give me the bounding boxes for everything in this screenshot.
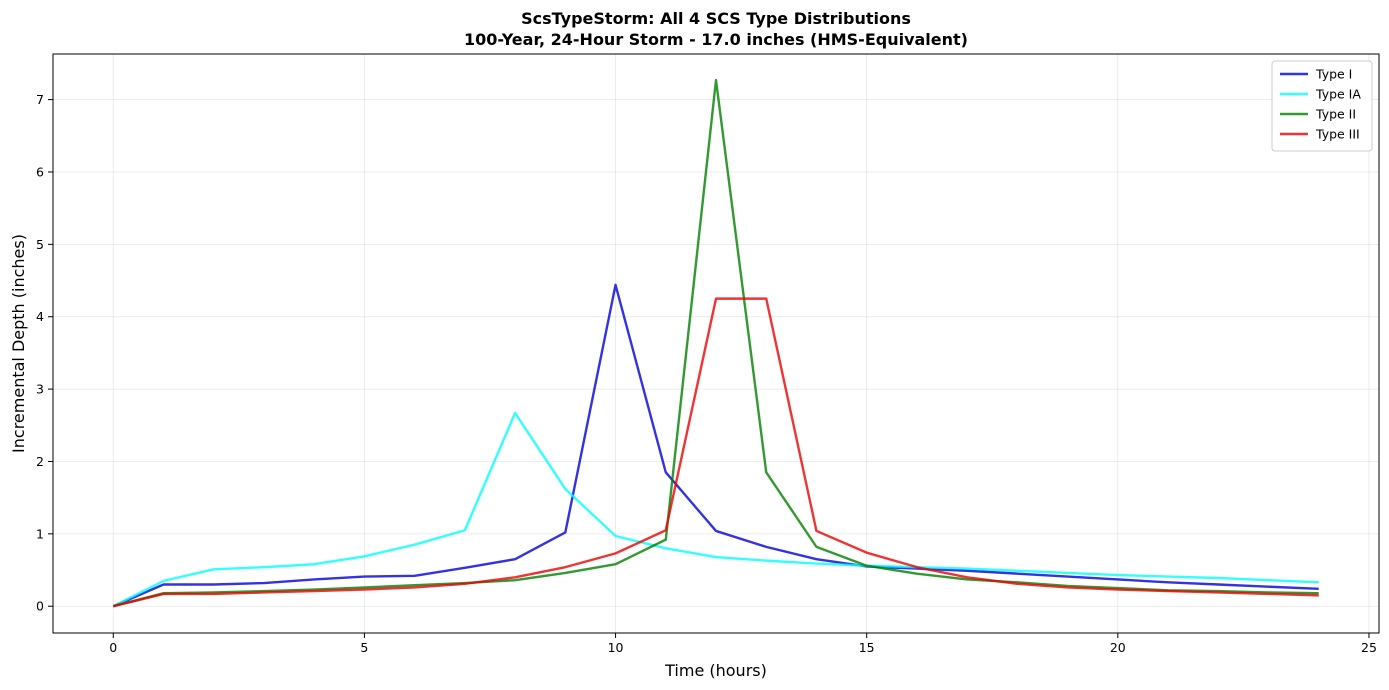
- series-line-type-iii: [112, 297, 1319, 608]
- legend-label: Type I: [1315, 67, 1352, 82]
- x-axis-ticks: 0 5 10 15 20 25: [109, 633, 1377, 655]
- legend-label: Type II: [1315, 107, 1356, 122]
- y-tick-label: 6: [36, 164, 44, 179]
- y-axis-ticks: 0 1 2 3 4 5 6 7: [36, 92, 53, 614]
- x-axis-label: Time (hours): [664, 661, 767, 680]
- y-tick-label: 5: [36, 237, 44, 252]
- legend-box: [1271, 60, 1373, 152]
- y-tick-label: 7: [36, 92, 44, 107]
- legend: Type I Type IA Type II Type III: [1271, 60, 1373, 152]
- chart-title: ScsTypeStorm: All 4 SCS Type Distributio…: [521, 9, 911, 28]
- x-tick-label: 5: [360, 640, 368, 655]
- y-tick-label: 3: [36, 382, 44, 397]
- series-line-type-i: [112, 283, 1319, 608]
- x-tick-label: 10: [608, 640, 624, 655]
- y-axis-label: Incremental Depth (inches): [9, 234, 28, 453]
- y-tick-label: 2: [36, 454, 44, 469]
- series-line-type-ia: [112, 411, 1319, 608]
- y-tick-label: 0: [36, 599, 44, 614]
- y-tick-label: 4: [36, 309, 44, 324]
- chart-subtitle: 100-Year, 24-Hour Storm - 17.0 inches (H…: [464, 30, 968, 49]
- x-tick-label: 0: [109, 640, 117, 655]
- legend-label: Type IA: [1315, 87, 1361, 102]
- x-tick-label: 15: [859, 640, 875, 655]
- y-tick-label: 1: [36, 526, 44, 541]
- x-tick-label: 20: [1110, 640, 1126, 655]
- x-tick-label: 25: [1361, 640, 1377, 655]
- series-line-type-ii: [112, 78, 1319, 608]
- legend-label: Type III: [1315, 127, 1360, 142]
- series-lines: [112, 78, 1319, 608]
- grid: [53, 54, 1379, 633]
- plot-area-frame: [52, 53, 1380, 634]
